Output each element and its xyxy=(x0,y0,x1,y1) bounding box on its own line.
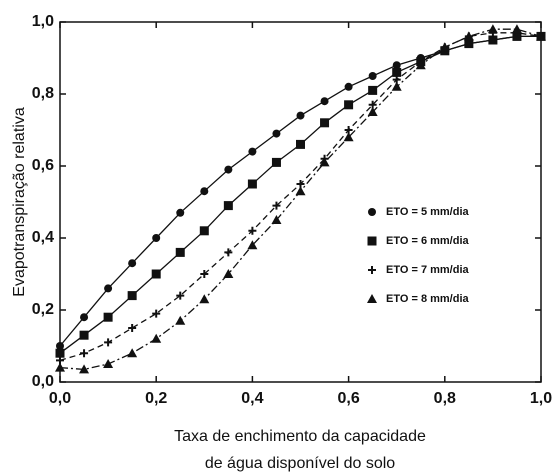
legend-label: ETO = 7 mm/dia xyxy=(386,264,470,276)
marker xyxy=(391,81,402,91)
marker xyxy=(464,39,474,49)
marker xyxy=(56,342,64,350)
marker xyxy=(199,294,210,304)
x-axis-label: de água disponível do solo xyxy=(205,455,395,472)
x-tick-label: 0,4 xyxy=(241,390,263,407)
marker xyxy=(151,269,161,279)
x-tick-label: 0,6 xyxy=(337,390,359,407)
marker xyxy=(175,315,186,325)
marker xyxy=(415,60,426,70)
marker xyxy=(536,31,546,41)
marker xyxy=(271,215,282,224)
marker xyxy=(511,24,522,34)
x-axis-label: Taxa de enchimento da capacidade xyxy=(174,428,426,445)
marker xyxy=(296,139,305,149)
x-tick-label: 1,0 xyxy=(530,390,552,407)
marker xyxy=(176,208,185,217)
y-tick-label: 0,0 xyxy=(32,373,54,390)
y-tick-label: 0,4 xyxy=(32,229,54,246)
legend-label: ETO = 6 mm/dia xyxy=(386,235,470,247)
x-tick-label: 0,2 xyxy=(145,390,167,407)
marker xyxy=(224,248,233,257)
marker xyxy=(79,330,89,340)
y-tick-label: 0,6 xyxy=(32,157,54,174)
marker xyxy=(80,349,89,358)
y-tick-label: 0,2 xyxy=(32,301,54,318)
marker xyxy=(80,313,89,322)
marker xyxy=(151,333,162,343)
legend-label: ETO = 5 mm/dia xyxy=(386,206,470,218)
marker xyxy=(128,324,137,332)
marker xyxy=(344,100,354,110)
marker xyxy=(463,31,474,41)
marker xyxy=(319,157,330,167)
marker xyxy=(248,147,257,156)
marker xyxy=(104,284,113,293)
legend-marker xyxy=(368,266,376,274)
marker xyxy=(200,270,209,278)
marker xyxy=(295,186,306,196)
marker xyxy=(272,129,281,138)
marker xyxy=(223,201,233,211)
y-axis-label: Evapotranspiração relativa xyxy=(11,107,28,297)
marker xyxy=(271,157,281,167)
marker xyxy=(272,201,281,210)
marker xyxy=(488,35,498,45)
marker xyxy=(199,226,209,236)
legend-marker xyxy=(367,294,377,303)
marker xyxy=(224,165,233,174)
marker xyxy=(320,97,329,106)
series-line xyxy=(59,32,542,362)
marker xyxy=(368,85,378,95)
legend-marker xyxy=(367,236,377,246)
legend-label: ETO = 8 mm/dia xyxy=(386,293,470,305)
marker xyxy=(128,259,137,268)
marker xyxy=(55,362,65,372)
marker xyxy=(200,187,209,196)
marker xyxy=(296,111,305,120)
y-tick-label: 0,8 xyxy=(32,85,54,102)
marker xyxy=(104,338,113,347)
marker xyxy=(367,107,378,116)
marker xyxy=(175,247,185,257)
marker xyxy=(392,61,401,70)
marker xyxy=(127,291,137,301)
marker xyxy=(343,132,354,142)
plot-frame xyxy=(59,21,542,383)
marker xyxy=(223,269,234,278)
marker xyxy=(127,348,138,358)
legend-marker xyxy=(368,208,376,216)
series-line xyxy=(59,28,542,371)
marker xyxy=(439,42,450,52)
marker xyxy=(152,234,161,242)
x-tick-label: 0,8 xyxy=(434,390,456,407)
marker xyxy=(368,72,377,80)
marker xyxy=(247,240,258,250)
marker xyxy=(152,309,161,318)
marker xyxy=(247,179,257,189)
y-tick-label: 1,0 xyxy=(32,13,54,30)
marker xyxy=(103,359,114,368)
marker xyxy=(79,364,90,374)
x-tick-label: 0,0 xyxy=(49,390,71,407)
marker xyxy=(103,312,113,322)
marker xyxy=(392,67,402,77)
marker xyxy=(176,291,185,300)
marker xyxy=(55,348,65,358)
marker xyxy=(248,226,257,235)
marker xyxy=(344,82,353,91)
marker xyxy=(487,24,498,34)
marker xyxy=(320,118,330,128)
